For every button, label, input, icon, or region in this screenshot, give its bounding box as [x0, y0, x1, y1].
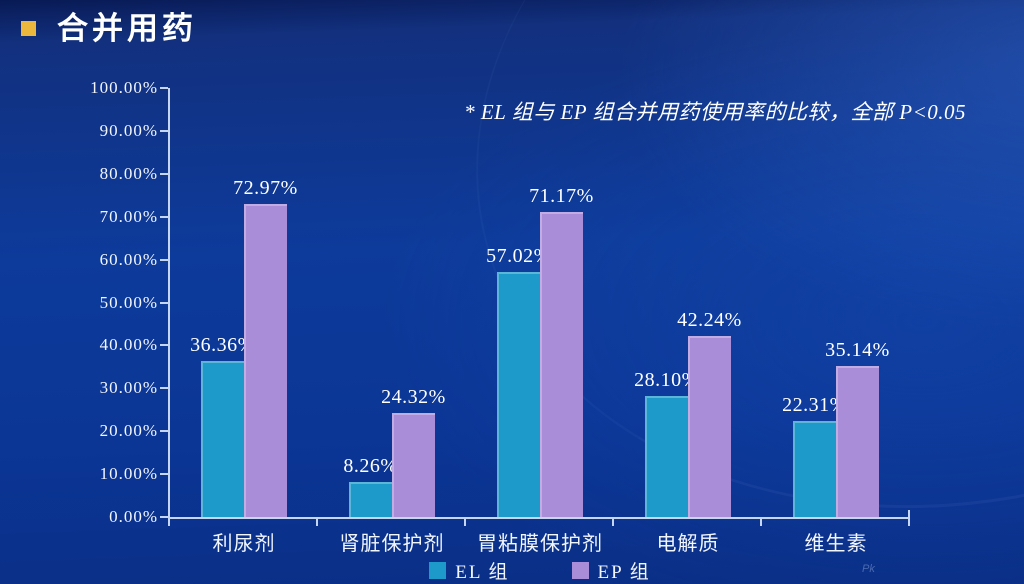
- y-tick: [160, 258, 168, 261]
- bar-el: [201, 361, 244, 517]
- y-tick: [160, 172, 168, 175]
- y-tick-label: 90.00%: [99, 120, 158, 140]
- x-tick: [464, 519, 466, 526]
- bar-value-label: 42.24%: [677, 309, 742, 331]
- y-tick-label: 50.00%: [99, 292, 158, 312]
- x-axis-line: [168, 517, 910, 519]
- category-label: 胃粘膜保护剂: [477, 533, 603, 555]
- y-tick: [160, 473, 168, 476]
- bar-value-label: 24.32%: [381, 386, 446, 408]
- y-tick: [160, 129, 168, 132]
- bar-el: [497, 272, 540, 517]
- y-tick-label: 30.00%: [99, 378, 158, 398]
- annotation-note: * EL 组与 EP 组合并用药使用率的比较，全部 P<0.05: [464, 100, 966, 124]
- x-tick: [612, 519, 614, 526]
- ep-series-swatch-icon: [571, 562, 589, 579]
- y-tick: [160, 344, 168, 347]
- y-tick-label: 70.00%: [99, 206, 158, 226]
- chart-legend: EL 组 EP 组: [170, 557, 910, 584]
- y-tick-label: 80.00%: [99, 163, 158, 183]
- y-axis-line: [168, 88, 170, 525]
- y-tick-label: 100.00%: [90, 78, 158, 97]
- bar-value-label: 36.36%: [190, 334, 255, 356]
- y-tick: [160, 301, 168, 304]
- y-tick-label: 60.00%: [99, 249, 158, 269]
- bar-value-label: 72.97%: [233, 177, 298, 199]
- title-bullet-icon: [21, 21, 36, 36]
- y-tick: [160, 87, 168, 89]
- bar-value-label: 57.02%: [486, 245, 551, 267]
- bar-value-label: 22.31%: [782, 394, 847, 416]
- y-tick-label: 40.00%: [99, 335, 158, 355]
- legend-label-ep: EP 组: [597, 562, 651, 583]
- category-label: 肾脏保护剂: [339, 533, 445, 555]
- y-tick: [160, 516, 168, 518]
- legend-item-ep: EP 组: [571, 557, 651, 584]
- legend-item-el: EL 组: [429, 557, 509, 584]
- el-series-swatch-icon: [429, 562, 447, 579]
- x-axis-end-tick: [908, 510, 910, 517]
- bar-value-label: 8.26%: [343, 455, 398, 477]
- watermark-mark: Pk: [862, 563, 875, 575]
- y-tick: [160, 387, 168, 390]
- slide-header: 合并用药: [0, 0, 1024, 58]
- category-label: 利尿剂: [212, 533, 276, 555]
- y-tick: [160, 215, 168, 218]
- bar-el: [349, 482, 392, 517]
- bar-ep: [392, 413, 435, 517]
- bar-value-label: 35.14%: [825, 339, 890, 361]
- category-label: 维生素: [804, 533, 868, 555]
- y-tick-label: 0.00%: [109, 507, 158, 526]
- bar-ep: [244, 204, 287, 517]
- bar-ep: [540, 212, 583, 517]
- x-tick: [908, 519, 910, 526]
- bar-value-label: 71.17%: [529, 185, 594, 207]
- bar-el: [645, 396, 688, 517]
- legend-label-el: EL 组: [455, 562, 510, 583]
- y-tick: [160, 430, 168, 433]
- bar-ep: [688, 336, 731, 517]
- y-tick-label: 20.00%: [99, 421, 158, 441]
- bar-value-label: 28.10%: [634, 369, 699, 391]
- category-label: 电解质: [656, 533, 720, 555]
- y-tick-label: 10.00%: [99, 464, 158, 484]
- x-tick: [316, 519, 318, 526]
- bar-ep: [836, 366, 879, 517]
- bar-el: [793, 421, 836, 517]
- x-tick: [760, 519, 762, 526]
- page-title: 合并用药: [57, 11, 197, 46]
- x-tick: [168, 519, 170, 526]
